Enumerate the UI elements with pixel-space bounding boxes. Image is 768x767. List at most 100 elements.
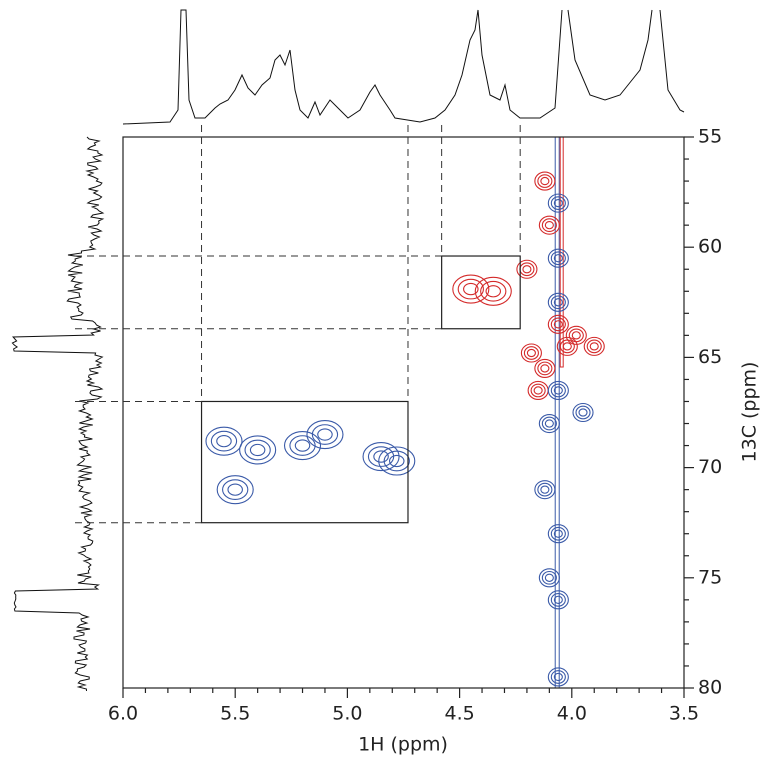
contour [289,435,316,456]
contour [452,274,490,304]
contour [550,196,566,210]
contour [547,314,569,334]
contour [550,251,566,266]
contour [550,295,566,310]
contour [378,446,416,476]
peak [534,480,556,500]
contour [533,386,543,395]
contour [547,193,569,213]
contour [565,325,587,345]
contour [210,430,238,452]
contour [540,364,550,373]
contour [544,419,554,428]
contour [583,336,605,356]
contour [550,592,566,607]
contour [520,343,542,363]
peak [583,336,605,356]
contour [547,667,569,687]
contour [537,361,553,376]
contour [362,442,400,472]
contour [553,198,563,208]
peak [547,292,569,312]
contour [547,380,569,401]
contour [534,358,556,378]
y-tick-label: 65 [698,346,722,368]
contour [519,262,535,277]
peak [516,259,538,279]
contour [559,339,575,354]
y-tick-label: 60 [698,236,722,258]
contour [311,424,339,445]
x-tick-label: 5.5 [220,703,250,725]
contour [373,450,389,463]
contour [457,278,484,300]
contour [553,672,563,682]
y-tick-label: 80 [698,677,722,699]
peak [534,358,556,378]
peak [283,431,322,461]
contour [538,568,560,588]
x-tick-label: 4.5 [444,703,474,725]
contour [530,383,546,398]
x-tick-label: 3.5 [669,703,699,725]
left-projection [11,136,105,692]
contour [553,320,563,329]
contour [550,526,566,541]
contour [575,405,591,420]
contour [544,573,554,582]
contour [485,285,502,298]
contour [562,342,572,351]
contour [249,443,266,457]
contour [463,282,479,296]
contour [522,265,532,274]
plot-frame [122,136,685,689]
peak [306,419,344,450]
region-box [200,400,409,524]
contour [244,439,271,461]
contour [480,280,507,302]
peak [205,426,243,456]
contour [550,317,566,332]
contour [216,435,232,448]
contour [294,439,311,452]
contour [553,595,563,604]
contour [556,336,578,356]
contour [550,670,566,684]
peak [527,380,549,401]
y-tick-label: 75 [698,566,722,588]
peak [572,402,594,423]
peak [534,171,556,191]
x-tick-label: 5.0 [332,703,362,725]
peak [474,276,512,306]
contour [589,342,599,351]
contour [205,426,243,456]
contour [541,416,557,431]
contour [216,475,254,505]
contour [526,348,536,358]
contour [547,524,569,544]
peak [547,193,569,213]
peak [239,435,277,465]
contour [544,221,554,230]
peak [547,248,569,268]
contour [227,483,243,496]
x-axis-label: 1H (ppm) [358,734,448,756]
contour [540,176,550,186]
contour [383,450,410,472]
contour [571,331,581,340]
contour [534,480,556,500]
contour [547,292,569,312]
contour [283,431,322,461]
y-tick-label: 55 [698,126,722,148]
contour [553,386,563,395]
peak [538,413,560,434]
contour [389,454,405,468]
contour [474,276,512,306]
region-box [441,255,521,330]
contour [568,328,584,343]
contour [553,254,563,263]
contour [586,339,602,354]
x-tick-label: 6.0 [108,703,138,725]
contour [550,383,566,398]
